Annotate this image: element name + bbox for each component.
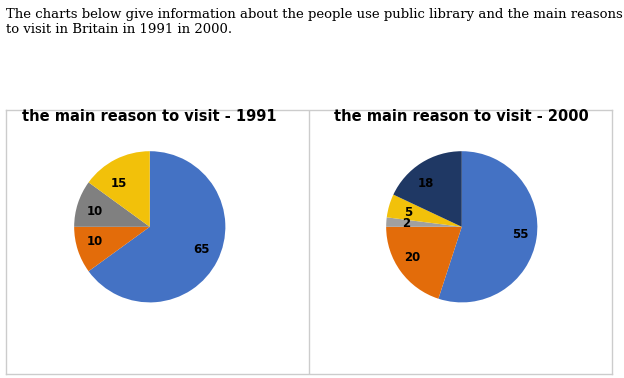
Text: 20: 20: [404, 251, 420, 263]
Wedge shape: [386, 217, 462, 227]
Wedge shape: [386, 227, 462, 299]
Wedge shape: [387, 195, 462, 227]
Wedge shape: [89, 151, 225, 302]
Text: 55: 55: [512, 228, 529, 241]
Text: 18: 18: [418, 177, 434, 190]
Wedge shape: [74, 227, 150, 271]
Title: the main reason to visit - 1991: the main reason to visit - 1991: [22, 109, 277, 124]
Wedge shape: [439, 151, 537, 302]
Text: 15: 15: [111, 177, 127, 189]
Text: 2: 2: [402, 217, 411, 230]
Text: The charts below give information about the people use public library and the ma: The charts below give information about …: [6, 8, 623, 36]
Wedge shape: [89, 151, 150, 227]
Title: the main reason to visit - 2000: the main reason to visit - 2000: [334, 109, 589, 124]
Text: 10: 10: [87, 205, 103, 218]
Wedge shape: [393, 151, 462, 227]
Wedge shape: [74, 182, 150, 227]
Text: 5: 5: [404, 206, 412, 219]
Text: 10: 10: [87, 235, 103, 248]
Text: 65: 65: [193, 243, 210, 256]
